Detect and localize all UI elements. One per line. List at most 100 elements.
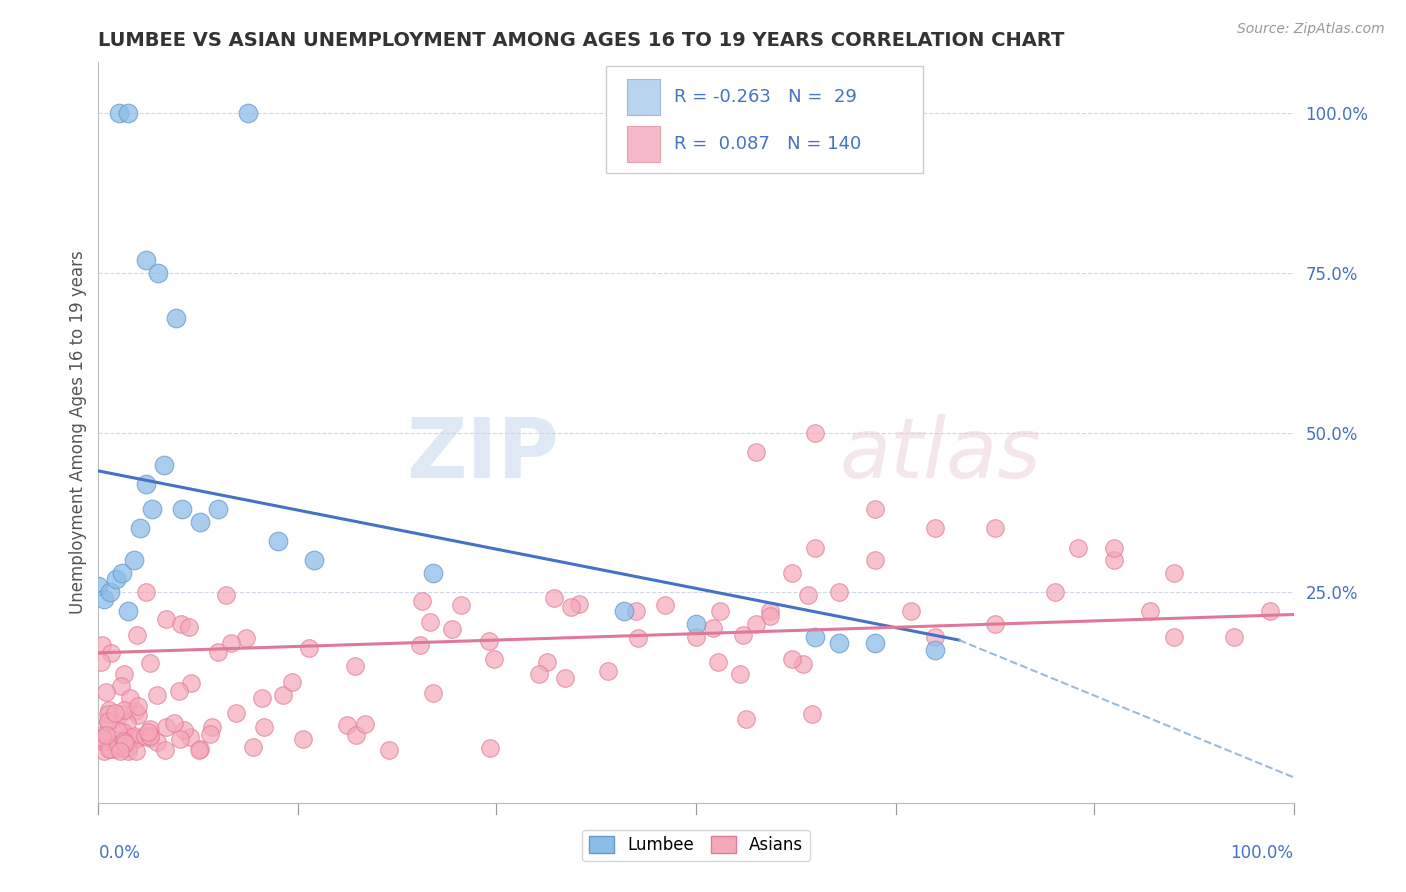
Point: [797, 588, 820, 602]
Point: [745, 444, 768, 458]
Point: [117, 744, 139, 758]
Point: [554, 671, 576, 685]
Point: [105, 573, 128, 587]
Point: [560, 599, 582, 614]
Point: [253, 720, 276, 734]
Point: [134, 729, 156, 743]
Point: [112, 734, 135, 748]
Point: [745, 617, 768, 632]
Point: [110, 739, 132, 754]
Point: [165, 310, 187, 325]
Point: [104, 706, 127, 721]
Point: [163, 716, 186, 731]
Point: [627, 631, 650, 645]
Point: [91, 734, 114, 748]
Point: [117, 740, 139, 755]
Point: [780, 566, 803, 580]
Point: [1223, 630, 1246, 644]
Point: [124, 729, 146, 743]
Point: [924, 642, 946, 657]
Text: atlas: atlas: [839, 414, 1040, 495]
Point: [735, 712, 758, 726]
FancyBboxPatch shape: [627, 79, 661, 115]
Point: [422, 686, 444, 700]
Point: [129, 521, 152, 535]
Point: [865, 553, 887, 567]
Point: [543, 591, 565, 605]
Point: [207, 645, 229, 659]
Point: [411, 594, 433, 608]
Point: [419, 615, 441, 629]
Point: [177, 620, 200, 634]
Point: [343, 659, 366, 673]
Point: [114, 736, 136, 750]
Point: [479, 741, 502, 756]
Point: [250, 690, 273, 705]
Y-axis label: Unemployment Among Ages 16 to 19 years: Unemployment Among Ages 16 to 19 years: [69, 251, 87, 615]
Point: [97, 741, 120, 756]
Point: [482, 651, 505, 665]
FancyBboxPatch shape: [606, 66, 922, 173]
Point: [292, 731, 315, 746]
Text: R =  0.087   N = 140: R = 0.087 N = 140: [675, 135, 862, 153]
Point: [172, 502, 194, 516]
Point: [98, 585, 122, 599]
Point: [422, 566, 444, 580]
Point: [598, 664, 620, 678]
Point: [100, 646, 122, 660]
Point: [440, 623, 463, 637]
Point: [984, 521, 1007, 535]
Point: [96, 707, 118, 722]
Point: [1043, 585, 1066, 599]
Point: [124, 731, 146, 746]
Point: [536, 656, 558, 670]
Point: [792, 657, 814, 672]
Point: [335, 718, 357, 732]
Point: [170, 616, 193, 631]
Point: [107, 106, 129, 120]
Point: [344, 728, 367, 742]
Point: [135, 585, 157, 599]
Point: [353, 717, 375, 731]
Text: LUMBEE VS ASIAN UNEMPLOYMENT AMONG AGES 16 TO 19 YEARS CORRELATION CHART: LUMBEE VS ASIAN UNEMPLOYMENT AMONG AGES …: [98, 30, 1064, 50]
Point: [198, 727, 221, 741]
Point: [114, 703, 136, 717]
Point: [685, 630, 707, 644]
Point: [111, 724, 134, 739]
Point: [125, 743, 148, 757]
Point: [215, 588, 238, 602]
Point: [1258, 604, 1281, 618]
Point: [758, 609, 780, 624]
Point: [90, 731, 112, 745]
Point: [148, 266, 170, 280]
Point: [271, 688, 294, 702]
Point: [167, 683, 190, 698]
Point: [179, 730, 201, 744]
Point: [733, 628, 755, 642]
Point: [138, 722, 160, 736]
Text: R = -0.263   N =  29: R = -0.263 N = 29: [675, 88, 858, 106]
Point: [100, 742, 122, 756]
Point: [153, 458, 176, 472]
Point: [1067, 541, 1090, 555]
Point: [780, 652, 803, 666]
Point: [568, 597, 591, 611]
Point: [93, 744, 115, 758]
Point: [236, 106, 259, 120]
Point: [120, 690, 142, 705]
Point: [117, 604, 139, 618]
Point: [242, 740, 264, 755]
Point: [141, 502, 163, 516]
Point: [108, 706, 131, 721]
Point: [107, 732, 129, 747]
Point: [281, 674, 304, 689]
Point: [924, 630, 946, 644]
Point: [146, 688, 169, 702]
Legend: Lumbee, Asians: Lumbee, Asians: [582, 830, 810, 861]
Point: [139, 657, 162, 671]
Point: [1163, 566, 1185, 580]
Point: [728, 667, 751, 681]
Point: [97, 715, 120, 730]
Point: [135, 476, 157, 491]
Point: [93, 591, 115, 606]
